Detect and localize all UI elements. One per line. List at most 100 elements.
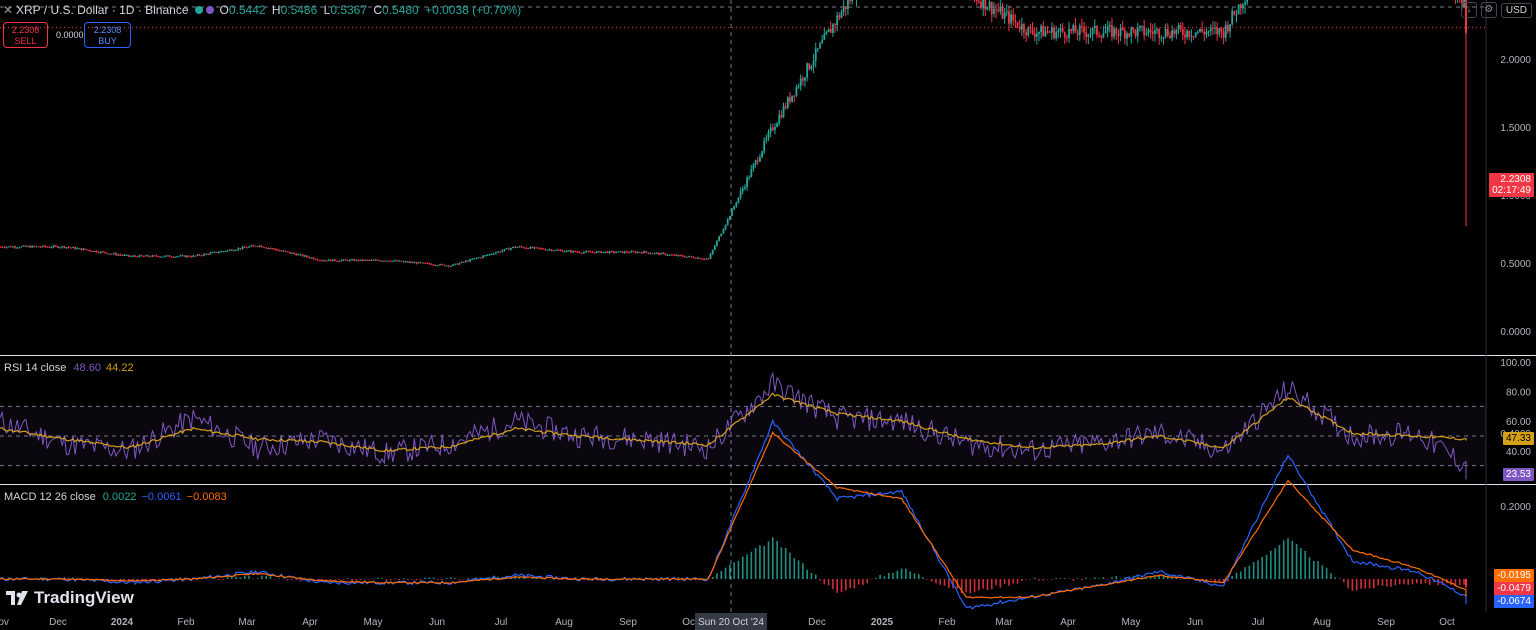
candle-body	[233, 250, 235, 252]
candle-body	[1010, 14, 1012, 24]
candle-body	[806, 63, 809, 78]
macd-hist-tag: -0.0195	[1494, 569, 1534, 582]
download-icon[interactable]: ↓	[1460, 2, 1477, 18]
candle-body	[188, 255, 190, 257]
candle-body	[550, 249, 553, 251]
tradingview-logo[interactable]: TradingView	[6, 588, 134, 608]
macd-histogram-bar	[1416, 579, 1418, 584]
macd-histogram-bar	[411, 579, 413, 580]
candle-body	[226, 250, 229, 252]
symbol-title[interactable]: XRP / U.S. Dollar · 1D · Binance	[16, 3, 189, 17]
candle-body	[7, 246, 10, 248]
candle-body	[389, 261, 392, 263]
candle-body	[1096, 25, 1098, 36]
candle-body	[834, 24, 836, 26]
candle-body	[35, 246, 38, 248]
candle-body	[372, 259, 375, 261]
macd-legend[interactable]: MACD 12 26 close 0.0022 −0.0061 −0.0083	[4, 491, 227, 503]
candle-body	[213, 251, 216, 253]
candle-body	[1196, 31, 1199, 33]
macd-histogram-bar	[115, 579, 117, 580]
ohlc-values: O0.5442 H0.5486 L0.5367 C0.5480 +0.0038 …	[220, 3, 522, 17]
candle-body	[443, 264, 446, 266]
candle-body	[142, 255, 145, 257]
macd-histogram-bar	[1465, 579, 1467, 588]
candle-body	[190, 256, 192, 258]
candle-body	[314, 259, 317, 261]
time-tick-label: Dec	[49, 617, 67, 628]
macd-histogram-bar	[1403, 579, 1405, 585]
candle-body	[65, 247, 68, 249]
close-legend-icon[interactable]: ✕	[2, 3, 14, 17]
macd-histogram-bar	[793, 558, 796, 579]
time-tick-label: Aug	[555, 617, 573, 628]
macd-histogram-bar	[952, 579, 954, 589]
buy-button[interactable]: 2.2308 BUY	[84, 22, 131, 48]
candle-body	[1222, 31, 1225, 38]
macd-histogram-bar	[299, 579, 302, 582]
candle-body	[39, 246, 42, 248]
candle-body	[1126, 33, 1128, 39]
candle-body	[668, 254, 671, 256]
candle-body	[215, 251, 218, 253]
countdown-label: 02:17:49	[1492, 185, 1531, 196]
candle-body	[512, 246, 514, 249]
candle-body	[711, 249, 714, 254]
candle-body	[1132, 28, 1135, 30]
macd-histogram-bar	[1390, 579, 1392, 587]
candle-body	[1078, 25, 1081, 35]
candle-body	[44, 245, 46, 247]
macd-histogram-bar	[1063, 578, 1066, 579]
candle-body	[821, 40, 824, 44]
macd-histogram-bar	[857, 579, 860, 585]
macd-histogram-bar	[46, 578, 49, 579]
candle-body	[1205, 31, 1208, 35]
candle-body	[477, 257, 480, 259]
macd-histogram-bar	[359, 579, 362, 580]
candle-body	[1061, 27, 1064, 33]
candle-body	[808, 63, 811, 70]
candle-body	[447, 265, 450, 267]
candle-body	[1463, 0, 1465, 8]
rsi-legend[interactable]: RSI 14 close 48.60 44.22	[4, 362, 134, 374]
candle-body	[1166, 28, 1169, 36]
macd-histogram-bar	[1343, 579, 1345, 583]
time-tick-label: Sep	[1377, 617, 1395, 628]
candle-body	[552, 250, 555, 252]
candle-body	[613, 251, 615, 253]
candle-body	[1053, 27, 1055, 39]
macd-histogram-bar	[402, 578, 405, 579]
candle-body	[57, 246, 59, 248]
currency-button[interactable]: USD	[1500, 2, 1532, 18]
candle-body	[1083, 26, 1085, 33]
candle-body	[750, 168, 753, 178]
candle-body	[198, 254, 201, 256]
settings-icon[interactable]: ⚙	[1480, 2, 1497, 18]
candle-body	[385, 260, 388, 262]
candle-body	[486, 254, 489, 256]
macd-histogram-bar	[1081, 579, 1083, 581]
candle-body	[529, 246, 532, 249]
candle-body	[563, 251, 566, 253]
candle-body	[419, 262, 422, 264]
macd-histogram-bar	[1141, 577, 1143, 579]
sell-button[interactable]: 2.2308 SELL	[3, 22, 48, 48]
candle-body	[1184, 34, 1186, 38]
candle-body	[359, 259, 362, 261]
macd-histogram-bar	[1304, 550, 1306, 579]
candle-body	[181, 255, 184, 257]
candle-body	[321, 260, 323, 262]
macd-histogram-bar	[1411, 579, 1414, 585]
candle-body	[177, 256, 180, 258]
candle-body	[376, 259, 379, 261]
candle-body	[278, 250, 280, 252]
candle-body	[801, 78, 804, 81]
candle-body	[662, 253, 665, 255]
candle-body	[110, 253, 113, 255]
macd-histogram-bar	[128, 579, 130, 581]
candle-body	[692, 256, 695, 258]
macd-histogram-bar	[1227, 579, 1229, 582]
current-price-label: 2.2308	[1500, 174, 1531, 185]
macd-histogram-bar	[407, 579, 409, 580]
